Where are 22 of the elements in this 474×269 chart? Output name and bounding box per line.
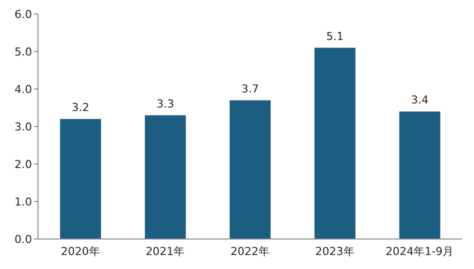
x-tick-label: 2021年 [146,244,185,258]
y-tick-label: 3.0 [14,120,32,134]
y-tick-label: 2.0 [14,158,32,171]
bar [314,48,356,239]
bar [144,115,186,239]
bar [60,119,102,239]
y-tick-label: 5.0 [14,45,32,58]
data-label: 3.4 [411,94,428,106]
y-tick-label: 0.0 [14,232,32,246]
y-tick-label: 1.0 [14,195,32,208]
data-label: 5.1 [326,30,344,43]
data-label: 3.3 [156,97,174,110]
y-tick-label: 6.0 [14,8,32,21]
x-tick-label: 2024年1-9月 [386,244,454,258]
data-label: 3.2 [72,101,90,114]
data-label: 3.7 [241,82,259,96]
bar [230,100,271,239]
bar [399,112,440,239]
x-tick-label: 2023年 [315,244,354,258]
y-tick-label: 4.0 [14,82,32,96]
x-tick-label: 2020年 [60,244,100,258]
x-tick-label: 2022年 [230,244,270,258]
